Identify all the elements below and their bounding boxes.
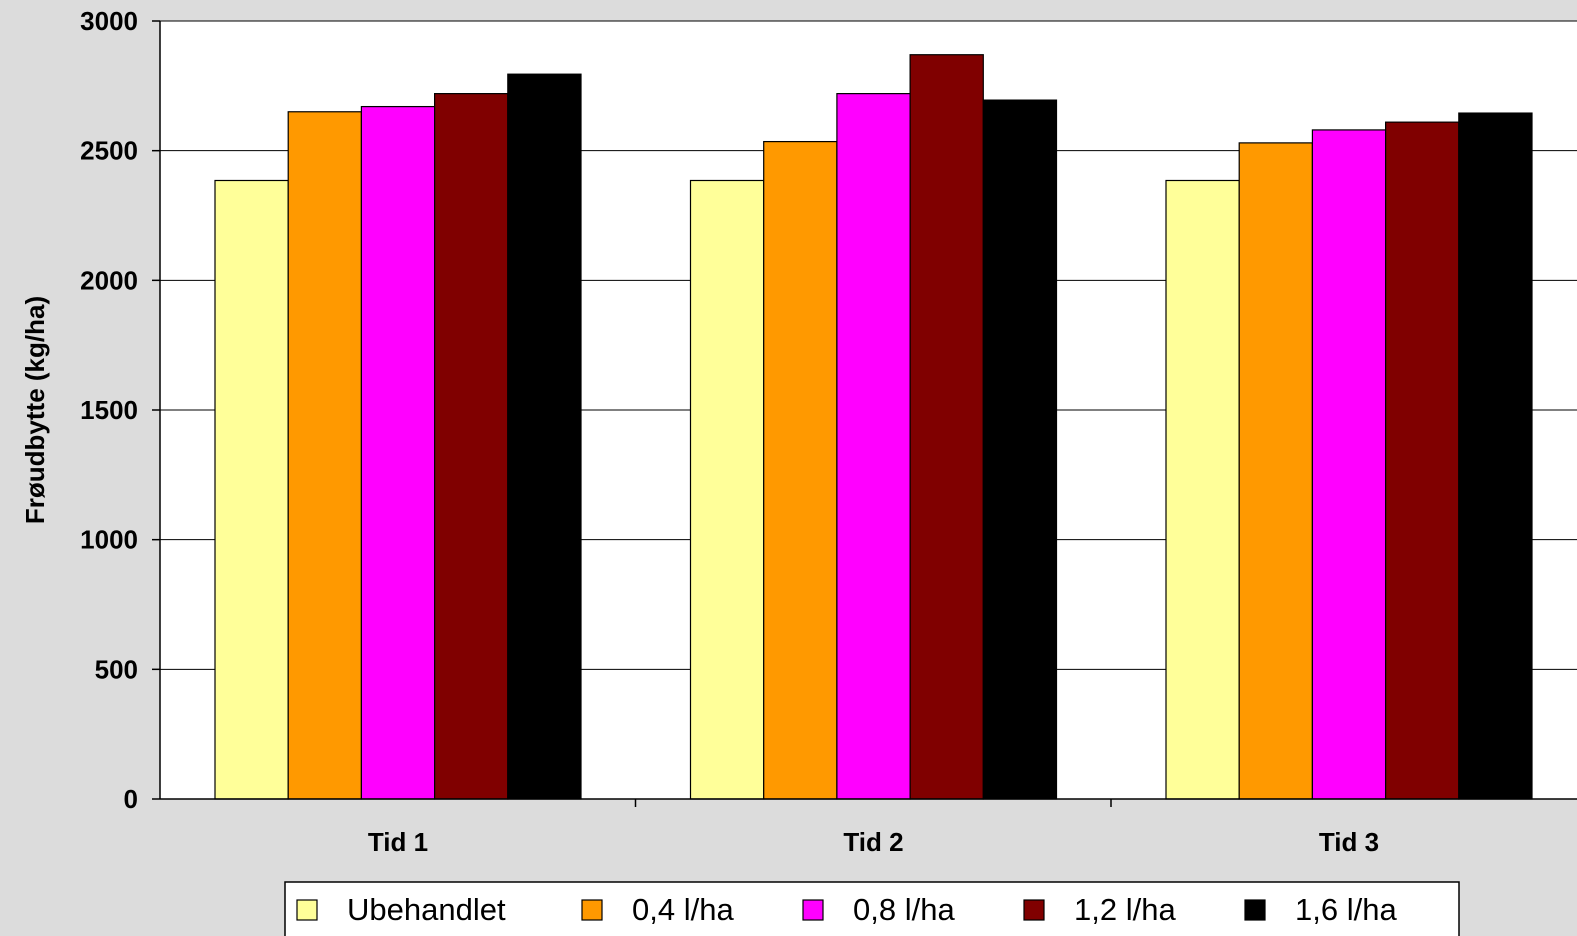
legend-swatch (296, 899, 318, 921)
bar (1165, 179, 1240, 800)
y-tick-label: 500 (95, 654, 138, 684)
bar (982, 99, 1058, 800)
y-tick-label: 2000 (80, 265, 138, 295)
y-tick-label: 3000 (80, 6, 138, 36)
bar (360, 105, 436, 800)
axes: 0 500 1000 1500 2000 2500 3000 Tid 1 Tid 2 Tid 3 (80, 6, 1577, 857)
legend-swatch (802, 899, 824, 921)
legend-label: 0,8 l/ha (853, 892, 955, 927)
y-tick-label: 1000 (80, 525, 138, 555)
legend-label: Ubehandlet (347, 892, 506, 927)
legend: Ubehandlet 0,4 l/ha 0,8 l/ha 1,2 l/ha 1,6 l/… (284, 881, 1460, 936)
legend-label: 0,4 l/ha (632, 892, 734, 927)
legend-swatch (581, 899, 603, 921)
y-tick-label: 1500 (80, 395, 138, 425)
legend-swatch (1023, 899, 1045, 921)
bars (214, 54, 1533, 800)
bar (1238, 142, 1313, 800)
bar (689, 179, 765, 800)
y-tick-label: 2500 (80, 136, 138, 166)
bar (287, 111, 363, 800)
bar (836, 93, 911, 800)
bar (434, 93, 509, 800)
x-tick-label: Tid 1 (368, 827, 428, 857)
bar (909, 54, 984, 800)
y-axis-title: Frøudbytte (kg/ha) (20, 296, 50, 524)
legend-label: 1,2 l/ha (1074, 892, 1176, 927)
bar (214, 179, 289, 800)
legend-swatch (1244, 899, 1266, 921)
x-tick-label: Tid 3 (1319, 827, 1379, 857)
legend-label: 1,6 l/ha (1295, 892, 1397, 927)
bar (1311, 129, 1387, 800)
y-tick-label: 0 (124, 784, 138, 814)
bar (763, 140, 838, 800)
bar (507, 73, 582, 800)
x-tick-label: Tid 2 (843, 827, 903, 857)
bar (1458, 112, 1533, 800)
bar (1384, 121, 1460, 800)
